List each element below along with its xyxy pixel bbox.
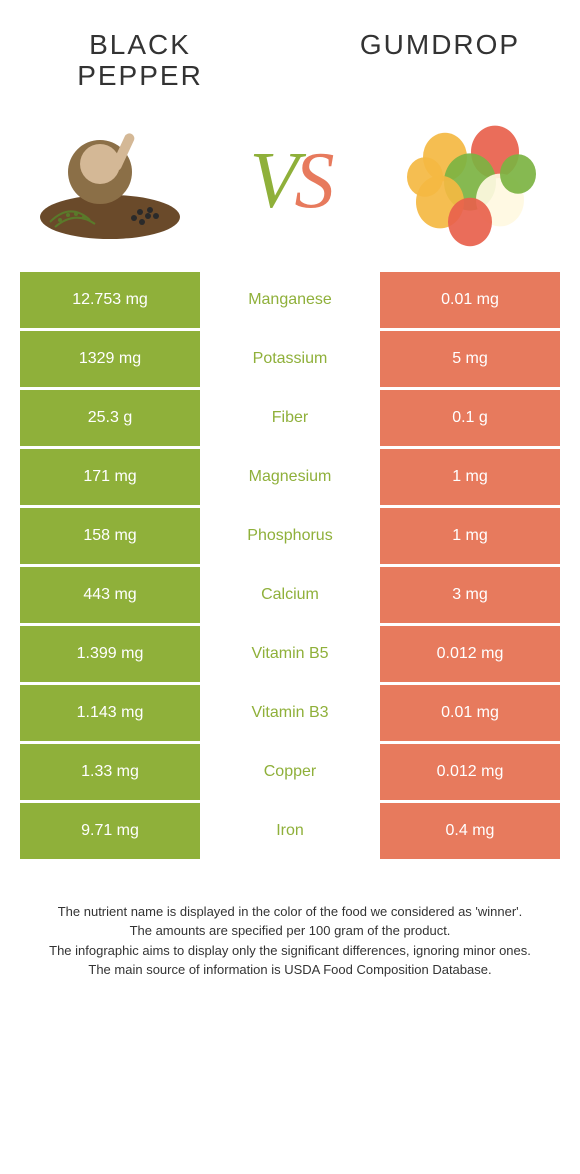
- table-row: 158 mgPhosphorus1 mg: [20, 508, 560, 564]
- right-food-title: GUMDROP: [350, 30, 530, 92]
- table-row: 25.3 gFiber0.1 g: [20, 390, 560, 446]
- vs-s-letter: S: [294, 137, 330, 225]
- footer-line-4: The main source of information is USDA F…: [30, 960, 550, 980]
- right-value: 5 mg: [380, 331, 560, 387]
- right-value: 0.1 g: [380, 390, 560, 446]
- nutrient-name: Calcium: [200, 567, 380, 623]
- right-value: 1 mg: [380, 449, 560, 505]
- left-value: 443 mg: [20, 567, 200, 623]
- table-row: 443 mgCalcium3 mg: [20, 567, 560, 623]
- table-row: 171 mgMagnesium1 mg: [20, 449, 560, 505]
- footer-line-2: The amounts are specified per 100 gram o…: [30, 921, 550, 941]
- right-value: 0.012 mg: [380, 744, 560, 800]
- table-row: 1.143 mgVitamin B30.01 mg: [20, 685, 560, 741]
- vs-label: VS: [250, 136, 331, 227]
- left-value: 25.3 g: [20, 390, 200, 446]
- table-row: 12.753 mgManganese0.01 mg: [20, 272, 560, 328]
- nutrient-name: Vitamin B5: [200, 626, 380, 682]
- header: BLACK PEPPER GUMDROP: [0, 0, 580, 102]
- left-value: 1.399 mg: [20, 626, 200, 682]
- right-value: 1 mg: [380, 508, 560, 564]
- right-value: 0.012 mg: [380, 626, 560, 682]
- left-value: 1329 mg: [20, 331, 200, 387]
- right-food-image: [390, 112, 550, 252]
- table-row: 9.71 mgIron0.4 mg: [20, 803, 560, 859]
- left-value: 158 mg: [20, 508, 200, 564]
- footer-line-1: The nutrient name is displayed in the co…: [30, 902, 550, 922]
- footer-line-3: The infographic aims to display only the…: [30, 941, 550, 961]
- right-value: 3 mg: [380, 567, 560, 623]
- table-row: 1.33 mgCopper0.012 mg: [20, 744, 560, 800]
- table-row: 1.399 mgVitamin B50.012 mg: [20, 626, 560, 682]
- nutrient-name: Phosphorus: [200, 508, 380, 564]
- right-value: 0.01 mg: [380, 272, 560, 328]
- nutrient-name: Manganese: [200, 272, 380, 328]
- images-row: VS: [0, 102, 580, 272]
- left-value: 1.33 mg: [20, 744, 200, 800]
- left-value: 9.71 mg: [20, 803, 200, 859]
- right-value: 0.01 mg: [380, 685, 560, 741]
- left-food-image: [30, 112, 190, 252]
- right-value: 0.4 mg: [380, 803, 560, 859]
- table-row: 1329 mgPotassium5 mg: [20, 331, 560, 387]
- left-food-title: BLACK PEPPER: [50, 30, 230, 92]
- nutrient-name: Fiber: [200, 390, 380, 446]
- vs-v-letter: V: [250, 137, 295, 225]
- comparison-table: 12.753 mgManganese0.01 mg1329 mgPotassiu…: [20, 272, 560, 859]
- nutrient-name: Iron: [200, 803, 380, 859]
- left-value: 12.753 mg: [20, 272, 200, 328]
- nutrient-name: Copper: [200, 744, 380, 800]
- footer-notes: The nutrient name is displayed in the co…: [0, 862, 580, 1010]
- nutrient-name: Vitamin B3: [200, 685, 380, 741]
- left-value: 1.143 mg: [20, 685, 200, 741]
- nutrient-name: Magnesium: [200, 449, 380, 505]
- nutrient-name: Potassium: [200, 331, 380, 387]
- left-value: 171 mg: [20, 449, 200, 505]
